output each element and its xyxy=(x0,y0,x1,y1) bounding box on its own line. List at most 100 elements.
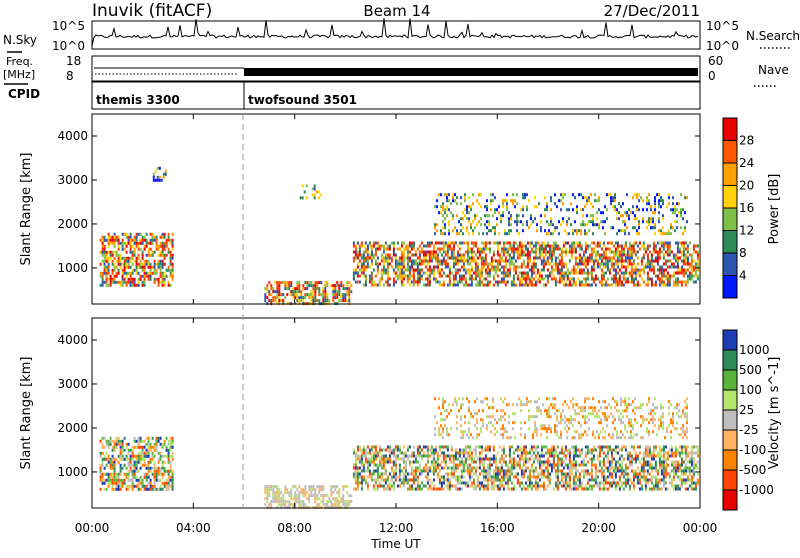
scatter-cell xyxy=(100,476,102,479)
scatter-cell xyxy=(654,226,656,229)
scatter-cell xyxy=(577,464,579,467)
scatter-cell xyxy=(359,254,361,257)
scatter-cell xyxy=(509,455,511,458)
scatter-cell xyxy=(635,278,637,281)
scatter-cell xyxy=(621,455,623,458)
scatter-cell xyxy=(625,266,627,269)
scatter-cell xyxy=(469,275,471,278)
scatter-cell xyxy=(547,476,549,479)
scatter-cell xyxy=(288,287,290,290)
scatter-cell xyxy=(409,251,411,254)
scatter-cell xyxy=(585,272,587,275)
scatter-cell xyxy=(591,479,593,482)
scatter-cell xyxy=(162,272,164,275)
scatter-cell xyxy=(670,232,672,235)
scatter-cell xyxy=(587,473,589,476)
scatter-cell xyxy=(583,260,585,263)
scatter-cell xyxy=(160,458,162,461)
scatter-cell xyxy=(393,251,395,254)
scatter-cell xyxy=(487,488,489,491)
scatter-cell xyxy=(665,458,667,461)
scatter-cell xyxy=(649,446,651,449)
scatter-cell xyxy=(453,260,455,263)
scatter-cell xyxy=(403,278,405,281)
scatter-cell xyxy=(465,278,467,281)
scatter-cell xyxy=(298,491,300,494)
scatter-cell xyxy=(122,482,124,485)
scatter-cell xyxy=(573,452,575,455)
scatter-cell xyxy=(146,254,148,257)
scatter-cell xyxy=(631,263,633,266)
scatter-cell xyxy=(122,446,124,449)
scatter-cell xyxy=(447,473,449,476)
scatter-cell xyxy=(516,223,518,226)
scatter-cell xyxy=(104,248,106,251)
scatter-cell xyxy=(571,278,573,281)
scatter-cell xyxy=(114,263,116,266)
scatter-cell xyxy=(395,470,397,473)
scatter-cell xyxy=(456,229,458,232)
scatter-cell xyxy=(154,470,156,473)
scatter-cell xyxy=(441,242,443,245)
scatter-cell xyxy=(355,455,357,458)
scatter-cell xyxy=(575,488,577,491)
scatter-cell xyxy=(437,248,439,251)
scatter-cell xyxy=(278,287,280,290)
scatter-cell xyxy=(585,257,587,260)
scatter-cell xyxy=(577,263,579,266)
scatter-cell xyxy=(601,272,603,275)
scatter-cell xyxy=(395,479,397,482)
scatter-cell xyxy=(663,458,665,461)
scatter-cell xyxy=(454,226,456,229)
scatter-cell xyxy=(110,443,112,446)
scatter-cell xyxy=(561,278,563,281)
scatter-cell xyxy=(523,458,525,461)
scatter-cell xyxy=(551,470,553,473)
scatter-cell xyxy=(472,232,474,235)
scatter-cell xyxy=(624,220,626,223)
scatter-cell xyxy=(439,479,441,482)
scatter-cell xyxy=(501,455,503,458)
scatter-cell xyxy=(679,272,681,275)
scatter-cell xyxy=(646,196,648,199)
scatter-cell xyxy=(106,257,108,260)
scatter-cell xyxy=(559,458,561,461)
scatter-cell xyxy=(443,455,445,458)
scatter-cell xyxy=(336,503,338,506)
scatter-cell xyxy=(439,476,441,479)
scatter-cell xyxy=(633,482,635,485)
scatter-cell xyxy=(437,452,439,455)
scatter-cell xyxy=(391,479,393,482)
scatter-cell xyxy=(535,257,537,260)
scatter-cell xyxy=(667,464,669,467)
scatter-cell xyxy=(497,488,499,491)
scatter-cell xyxy=(158,488,160,491)
scatter-cell xyxy=(483,479,485,482)
scatter-cell xyxy=(312,187,314,190)
scatter-cell xyxy=(593,263,595,266)
scatter-cell xyxy=(508,211,510,214)
scatter-cell xyxy=(441,248,443,251)
scatter-cell xyxy=(519,281,521,284)
scatter-cell xyxy=(164,248,166,251)
scatter-cell xyxy=(460,217,462,220)
scatter-cell xyxy=(152,242,154,245)
scatter-cell xyxy=(286,488,288,491)
scatter-cell xyxy=(591,464,593,467)
scatter-cell xyxy=(494,226,496,229)
scatter-cell xyxy=(576,211,578,214)
scatter-cell xyxy=(435,452,437,455)
scatter-cell xyxy=(565,251,567,254)
scatter-cell xyxy=(477,446,479,449)
scatter-cell xyxy=(375,260,377,263)
scatter-cell xyxy=(465,242,467,245)
scatter-cell xyxy=(598,208,600,211)
scatter-cell xyxy=(128,452,130,455)
scatter-cell xyxy=(629,455,631,458)
scatter-cell xyxy=(413,245,415,248)
scatter-cell xyxy=(517,482,519,485)
scatter-cell xyxy=(513,275,515,278)
scatter-cell xyxy=(623,272,625,275)
scatter-cell xyxy=(140,248,142,251)
scatter-cell xyxy=(632,205,634,208)
